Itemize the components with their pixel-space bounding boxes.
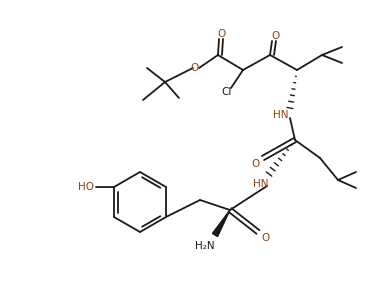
Text: O: O [190,63,198,73]
Polygon shape [213,210,230,237]
Text: H₂N: H₂N [195,241,215,251]
Text: HN: HN [273,110,289,120]
Text: O: O [271,31,279,41]
Text: Cl: Cl [222,87,232,97]
Text: HN: HN [253,179,269,189]
Text: O: O [261,233,269,243]
Text: O: O [217,29,225,39]
Text: HO: HO [78,182,94,192]
Text: O: O [252,159,260,169]
